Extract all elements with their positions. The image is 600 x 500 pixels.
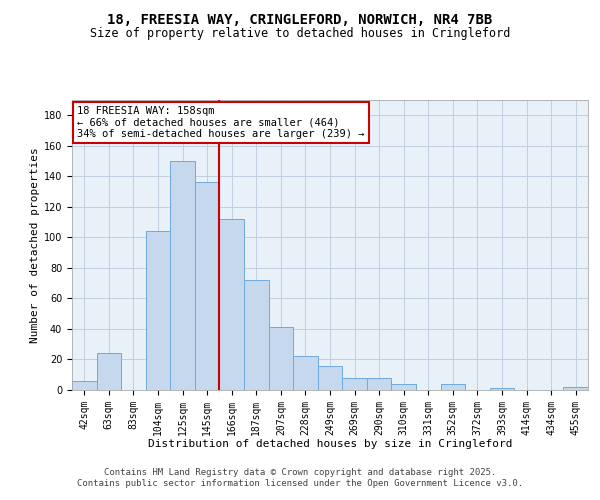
Bar [244,280,269,390]
Bar [490,388,514,390]
Bar [195,182,220,390]
Bar [170,161,195,390]
Bar [97,354,121,390]
Bar [220,219,244,390]
Bar [146,232,170,390]
Text: Contains HM Land Registry data © Crown copyright and database right 2025.
Contai: Contains HM Land Registry data © Crown c… [77,468,523,487]
Text: Size of property relative to detached houses in Cringleford: Size of property relative to detached ho… [90,28,510,40]
X-axis label: Distribution of detached houses by size in Cringleford: Distribution of detached houses by size … [148,439,512,449]
Text: 18, FREESIA WAY, CRINGLEFORD, NORWICH, NR4 7BB: 18, FREESIA WAY, CRINGLEFORD, NORWICH, N… [107,12,493,26]
Text: 18 FREESIA WAY: 158sqm
← 66% of detached houses are smaller (464)
34% of semi-de: 18 FREESIA WAY: 158sqm ← 66% of detached… [77,106,365,139]
Bar [342,378,367,390]
Y-axis label: Number of detached properties: Number of detached properties [29,147,40,343]
Bar [72,381,97,390]
Bar [440,384,465,390]
Bar [318,366,342,390]
Bar [269,328,293,390]
Bar [391,384,416,390]
Bar [367,378,391,390]
Bar [563,387,588,390]
Bar [293,356,318,390]
